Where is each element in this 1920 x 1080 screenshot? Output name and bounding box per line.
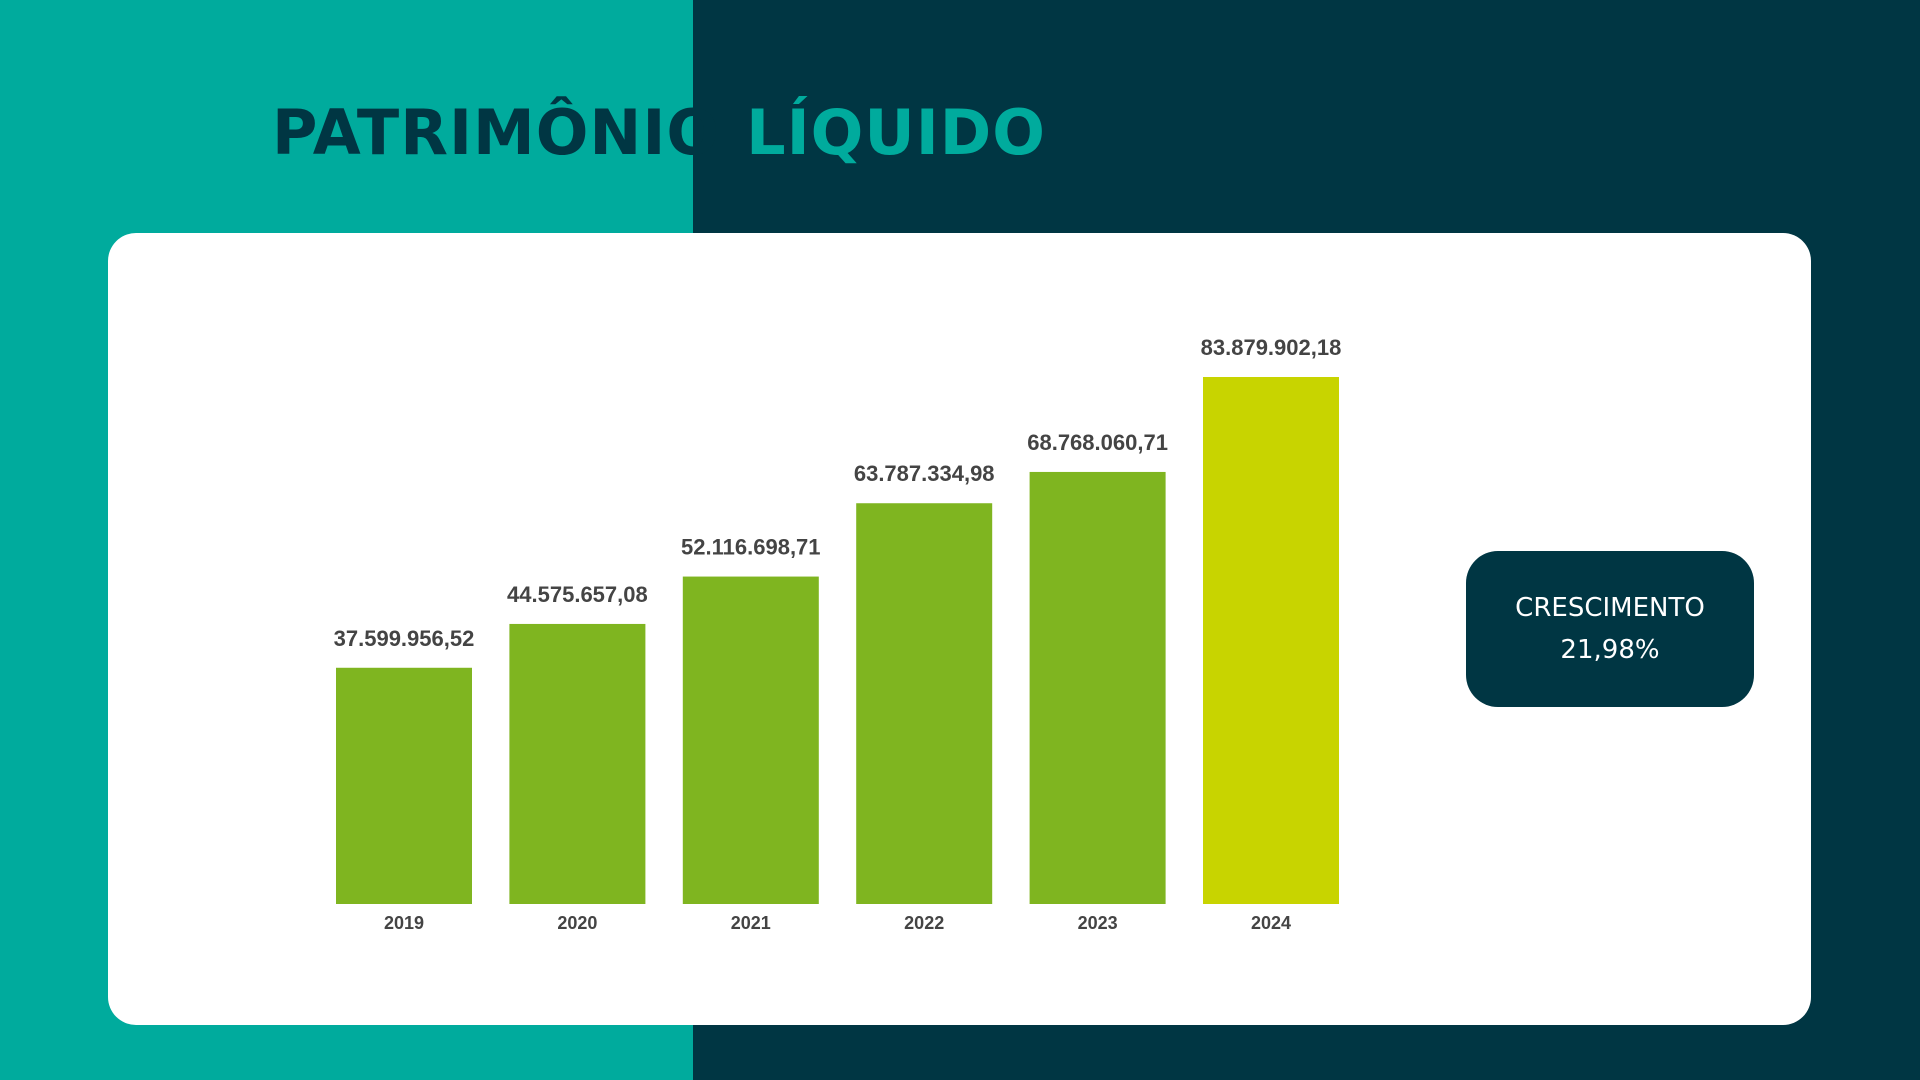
value-label: 68.768.060,71 — [1027, 430, 1168, 455]
title-part: LÍQUIDO — [746, 96, 1046, 169]
value-label: 52.116.698,71 — [681, 535, 820, 560]
callout-label: CRESCIMENTO — [1515, 593, 1705, 623]
x-tick-label: 2019 — [384, 913, 424, 933]
bar — [509, 623, 646, 904]
bar — [336, 667, 472, 904]
value-label: 44.575.657,08 — [507, 582, 648, 607]
x-tick-label: 2020 — [557, 913, 597, 933]
bar — [1203, 377, 1339, 904]
x-tick-label: 2022 — [904, 913, 944, 933]
x-tick-label: 2021 — [731, 913, 771, 933]
bar — [1029, 471, 1166, 904]
value-label: 83.879.902,18 — [1201, 335, 1342, 360]
x-tick-label: 2024 — [1251, 913, 1291, 933]
x-tick-label: 2023 — [1078, 913, 1118, 933]
growth-callout: CRESCIMENTO 21,98% — [1466, 551, 1754, 707]
title-part: PATRIMÔNIO — [272, 96, 721, 169]
slide-title: PATRIMÔNIO LÍQUIDO — [272, 96, 1046, 169]
value-label: 63.787.334,98 — [854, 461, 995, 486]
callout-value: 21,98% — [1560, 635, 1660, 665]
bar — [682, 576, 819, 904]
bar — [856, 503, 993, 904]
value-label: 37.599.956,52 — [334, 626, 475, 651]
